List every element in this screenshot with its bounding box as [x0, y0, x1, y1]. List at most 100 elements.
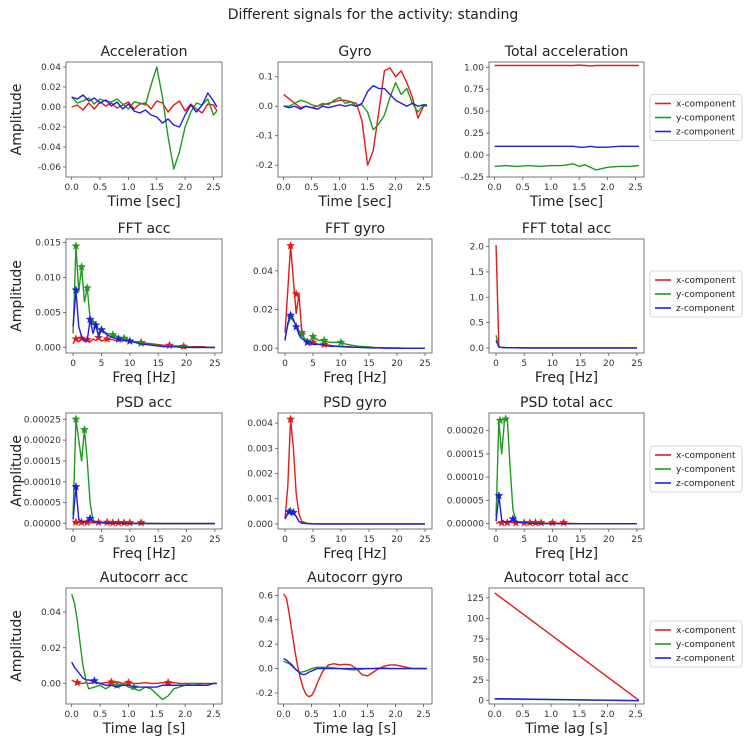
- x-tick-label: 0.5: [304, 710, 318, 720]
- legend: x-component y-component z-component: [649, 445, 743, 493]
- series-group: [284, 414, 425, 525]
- y-tick-label: 0.00: [253, 344, 273, 354]
- x-tick-label: 15: [575, 535, 586, 545]
- peak-star-y-component: [77, 262, 87, 271]
- x-tick-label: 0.0: [65, 710, 80, 720]
- x-tick-label: 0.5: [93, 183, 107, 193]
- peak-star-x-component: [291, 289, 301, 298]
- legend: x-component y-component z-component: [649, 620, 743, 668]
- x-axis-label: Freq [Hz]: [323, 370, 386, 386]
- legend-label: y-component: [676, 640, 736, 650]
- panel-title: FFT total acc: [522, 221, 611, 237]
- x-tick-label: 0.0: [276, 710, 291, 720]
- series-group: [494, 64, 639, 171]
- y-axis-label: Amplitude: [9, 435, 25, 507]
- peak-star-y-component: [336, 337, 346, 347]
- x-tick-label: 1.5: [150, 710, 164, 720]
- y-tick-label: 0.00: [41, 679, 61, 689]
- y-tick-label: 50: [473, 656, 485, 666]
- peak-star-z-component: [85, 513, 95, 523]
- x-axis-label: Time lag [s]: [102, 721, 186, 737]
- x-tick-label: 0: [282, 535, 288, 545]
- y-tick-label: 0.4: [259, 616, 274, 626]
- x-tick-label: 10: [335, 535, 347, 545]
- legend-label: x-component: [676, 626, 736, 636]
- y-tick-label: 2.0: [470, 243, 485, 253]
- y-tick-label: -0.2: [255, 689, 273, 699]
- y-tick-label: -0.1: [255, 132, 273, 142]
- x-tick-label: 10: [124, 535, 136, 545]
- y-tick-label: 0.00005: [24, 499, 61, 509]
- panel-title: Acceleration: [101, 44, 188, 60]
- x-tick-label: 10: [547, 359, 559, 369]
- legend-label: x-component: [676, 100, 736, 110]
- x-tick-label: 10: [124, 359, 136, 369]
- legend-label: y-component: [676, 290, 736, 300]
- x-axis-label: Freq [Hz]: [323, 546, 386, 562]
- peak-star-z-component: [85, 314, 95, 324]
- x-tick-label: 5: [310, 535, 316, 545]
- peak-star-x-component: [319, 339, 329, 349]
- legend-label: y-component: [676, 465, 736, 475]
- panel-psdgyro: PSD gyro Freq [Hz] 0 5 10 15 20 25 0.004 0.003 0.0…: [247, 395, 433, 562]
- legend-box: [649, 270, 743, 318]
- y-tick-label: 0.50: [464, 107, 484, 117]
- series-line-y-component: [71, 594, 217, 701]
- x-tick-label: 20: [603, 535, 615, 545]
- x-tick-label: 2.0: [388, 710, 403, 720]
- x-axis-label: Freq [Hz]: [535, 370, 598, 386]
- y-tick-label: 0.02: [41, 644, 61, 654]
- panel-title: Gyro: [338, 44, 371, 60]
- x-tick-label: 15: [363, 359, 374, 369]
- x-tick-label: 25: [631, 359, 642, 369]
- peak-star-z-component: [71, 285, 81, 294]
- series-group: [71, 241, 215, 351]
- plot-area: [277, 61, 433, 178]
- y-tick-label: 1.5: [470, 268, 484, 278]
- y-tick-label: 0.0: [259, 665, 274, 675]
- series-line-y-component: [494, 163, 639, 171]
- y-tick-label: 75: [473, 635, 484, 645]
- series-line-x-component: [494, 592, 640, 701]
- x-tick-label: 0: [493, 535, 499, 545]
- x-tick-label: 2.0: [178, 183, 193, 193]
- x-axis-label: Time lag [s]: [313, 721, 397, 737]
- peak-star-x-component: [102, 517, 112, 527]
- peak-star-z-component: [291, 322, 301, 331]
- y-axis-label: Amplitude: [9, 260, 25, 332]
- panel-acacc: Autocorr acc Time lag [s] Amplitude 0.0 0.5 1…: [9, 570, 223, 737]
- x-tick-label: 0.0: [276, 183, 291, 193]
- x-tick-label: 0: [493, 359, 499, 369]
- x-tick-label: 20: [181, 359, 193, 369]
- peak-star-z-component: [494, 490, 504, 500]
- x-tick-label: 1.0: [332, 183, 347, 193]
- series-group: [283, 593, 427, 698]
- x-tick-label: 20: [603, 359, 615, 369]
- legend-label: y-component: [676, 114, 736, 124]
- y-tick-label: -0.2: [255, 161, 273, 171]
- panel-title: Autocorr total acc: [504, 570, 629, 586]
- figure-suptitle: Different signals for the activity: stan…: [228, 7, 519, 23]
- x-axis-label: Time [sec]: [317, 194, 391, 210]
- series-line-z-component: [71, 92, 218, 128]
- y-tick-label: 1.0: [470, 293, 485, 303]
- series-line-z-component: [495, 495, 637, 525]
- y-tick-label: -0.02: [38, 123, 61, 133]
- y-tick-label: 0.002: [247, 470, 273, 480]
- peak-star-x-component: [286, 240, 296, 250]
- panel-psdtot: PSD total acc Freq [Hz] 0 5 10 15 20 25 0.00020 0…: [447, 395, 743, 562]
- y-tick-label: 0.04: [253, 267, 273, 277]
- panel-psdacc: PSD acc Freq [Hz] Amplitude 0 5 10 15 20 25 0.000…: [9, 395, 223, 562]
- x-tick-label: 2.0: [178, 710, 193, 720]
- series-group: [494, 414, 637, 527]
- y-tick-label: 0.00015: [447, 450, 484, 460]
- x-tick-label: 5: [99, 359, 105, 369]
- x-tick-label: 15: [152, 359, 163, 369]
- plot-area: [488, 412, 645, 530]
- x-tick-label: 0.5: [304, 183, 318, 193]
- x-tick-label: 0: [70, 535, 76, 545]
- panel-ffttot: FFT total acc Freq [Hz] 0 5 10 15 20 25 2.0 1.5 1.…: [470, 221, 743, 386]
- y-tick-label: 0.001: [247, 495, 273, 505]
- peak-star-z-component: [284, 507, 294, 516]
- legend: x-component y-component z-component: [649, 94, 743, 141]
